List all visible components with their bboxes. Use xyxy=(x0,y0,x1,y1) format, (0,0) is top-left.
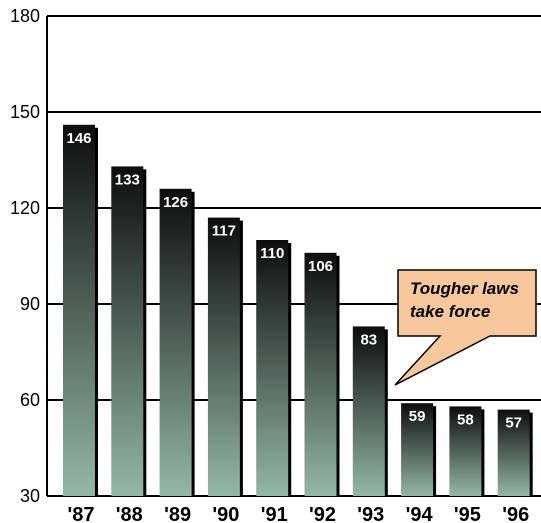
bar xyxy=(304,252,337,496)
bar-value-label: 58 xyxy=(457,411,474,428)
callout-line-1: Tougher laws xyxy=(410,279,519,298)
x-category-label: '95 xyxy=(454,504,481,523)
bar xyxy=(159,188,192,497)
y-tick-label: 60 xyxy=(20,390,40,410)
x-category-label: '88 xyxy=(116,504,143,523)
x-category-label: '93 xyxy=(357,504,384,523)
x-category-label: '92 xyxy=(309,504,336,523)
bar xyxy=(256,240,289,496)
bars xyxy=(63,124,533,497)
y-tick-label: 180 xyxy=(10,6,40,26)
bar-value-label: 117 xyxy=(212,223,236,240)
bar-value-label: 126 xyxy=(163,194,188,211)
bar-value-label: 57 xyxy=(505,415,522,432)
bar xyxy=(497,409,530,496)
y-tick-label: 120 xyxy=(10,198,40,218)
x-category-label: '89 xyxy=(164,504,191,523)
y-tick-label: 150 xyxy=(10,102,40,122)
annotation-callout: Tougher laws take force xyxy=(394,269,537,386)
callout-line-2: take force xyxy=(410,302,490,321)
bar-value-label: 110 xyxy=(260,245,284,262)
x-category-label: '90 xyxy=(212,504,239,523)
callout-bubble xyxy=(394,269,537,386)
bar-value-label: 133 xyxy=(115,171,140,188)
bar xyxy=(207,217,240,496)
bar xyxy=(449,406,482,496)
bar-value-label: 59 xyxy=(409,408,426,425)
x-category-label: '87 xyxy=(67,504,94,523)
bar-value-label: 106 xyxy=(308,258,333,275)
bar-value-label: 83 xyxy=(360,331,377,348)
bar xyxy=(111,166,144,496)
y-tick-label: 30 xyxy=(20,486,40,506)
bar-value-label: 146 xyxy=(66,130,91,147)
labels: 30 60 90 120 150 180 146 '87 133 '88 126 '89 117 '90 1… xyxy=(10,6,529,523)
bar xyxy=(63,124,95,497)
x-category-label: '91 xyxy=(261,504,288,523)
bar xyxy=(401,403,434,496)
bar xyxy=(352,326,385,496)
x-category-label: '96 xyxy=(502,504,529,523)
x-category-label: '94 xyxy=(406,504,434,523)
y-tick-label: 90 xyxy=(20,294,40,314)
